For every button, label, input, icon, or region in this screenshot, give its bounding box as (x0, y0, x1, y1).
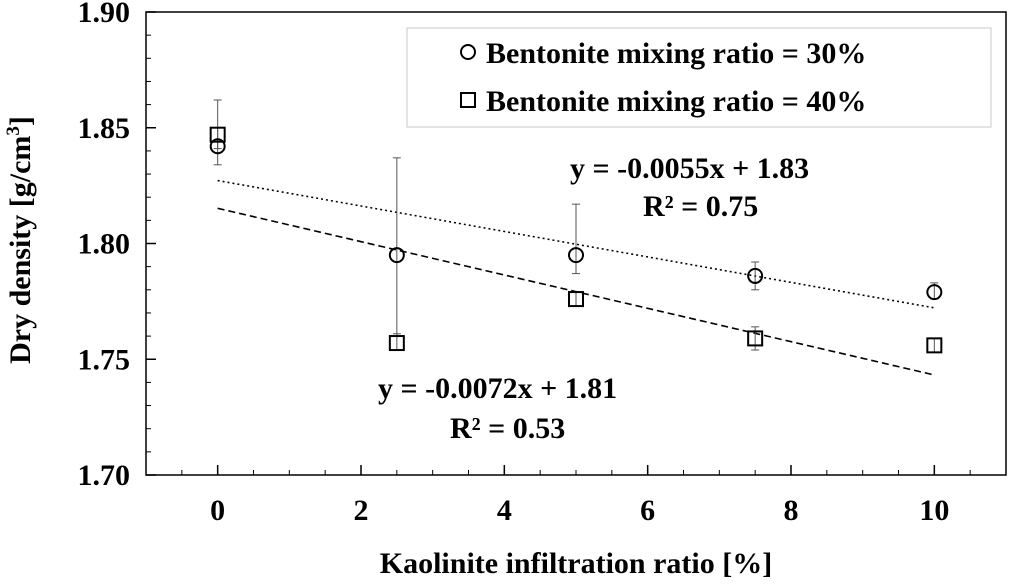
legend-label-series-1: Bentonite mixing ratio = 30% (486, 37, 866, 70)
y-tick-label: 1.75 (78, 343, 131, 376)
data-point-series-1 (568, 247, 584, 264)
x-tick-label: 2 (354, 494, 369, 527)
x-tick-label: 10 (919, 494, 949, 527)
y-tick-label: 1.70 (78, 459, 131, 492)
legend-box (406, 27, 992, 128)
data-point-series-2 (388, 335, 405, 352)
legend-marker-circle (460, 44, 476, 60)
r-squared-series-2: R² = 0.53 (450, 412, 565, 445)
y-tick-label: 1.85 (78, 112, 131, 145)
y-axis-title-sup: 3 (3, 126, 24, 136)
r-squared-series-1: R² = 0.75 (643, 190, 758, 223)
legend: Bentonite mixing ratio = 30% Bentonite m… (406, 27, 992, 128)
equation-series-2: y = -0.0072x + 1.81 (378, 372, 617, 405)
legend-marker-square (460, 92, 476, 108)
equation-series-1: y = -0.0055x + 1.83 (570, 152, 809, 185)
x-tick-label: 8 (784, 494, 799, 527)
x-tick-label: 0 (210, 494, 225, 527)
data-point-series-2 (747, 330, 764, 347)
y-axis-title-close: ] (4, 116, 37, 126)
data-point-series-2 (568, 291, 584, 308)
tick-layer: 0 2 4 6 8 10 1.70 1.75 1.80 1.85 1.90 (78, 0, 1007, 527)
y-tick-label: 1.90 (78, 0, 131, 29)
x-tick-label: 6 (640, 494, 655, 527)
marker-layer (209, 126, 943, 354)
trendline-series-1 (217, 179, 935, 309)
data-point-series-2 (926, 337, 943, 354)
data-point-series-1 (926, 284, 943, 301)
data-point-series-2 (209, 126, 226, 143)
data-point-series-1 (747, 267, 764, 284)
y-axis-title-main: Dry density [g/cm (4, 136, 37, 364)
data-point-series-1 (388, 247, 405, 264)
y-axis-title: Dry density [g/cm3] (3, 116, 37, 364)
y-tick-label: 1.80 (78, 228, 131, 261)
x-axis-title: Kaolinite infiltration ratio [%] (380, 547, 772, 580)
legend-label-series-2: Bentonite mixing ratio = 40% (486, 85, 866, 118)
x-tick-label: 4 (497, 494, 512, 527)
data-point-series-1 (209, 138, 226, 155)
